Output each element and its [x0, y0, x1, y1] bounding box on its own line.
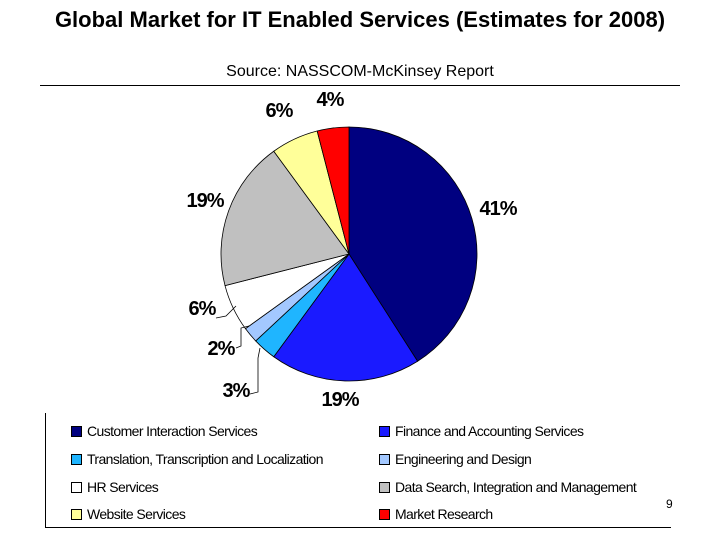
legend-label-5: Data Search, Integration and Management	[395, 479, 637, 495]
pie-slice-7	[316, 126, 350, 255]
legend-swatch-1	[379, 425, 390, 437]
pie-slice-5	[220, 150, 350, 287]
legend-label-4: HR Services	[87, 479, 159, 495]
legend-label-2: Translation, Transcription and Localizat…	[87, 451, 324, 467]
legend-swatch-0	[71, 425, 82, 437]
chart-subtitle: Source: NASSCOM-McKinsey Report	[226, 63, 494, 80]
legend-item-3: Engineering and Design	[379, 451, 532, 467]
leader-line-3	[235, 325, 250, 349]
legend-item-7: Market Research	[379, 506, 493, 522]
pie-slice-1	[273, 253, 419, 382]
legend-label-6: Website Services	[87, 506, 186, 522]
chart-legend: Customer Interaction Services Finance and…	[45, 413, 671, 528]
legend-label-3: Engineering and Design	[395, 451, 532, 467]
leader-line-2	[249, 347, 261, 395]
legend-label-0: Customer Interaction Services	[87, 423, 258, 439]
data-label-0: 41%	[479, 198, 517, 220]
legend-item-2: Translation, Transcription and Localizat…	[71, 451, 324, 467]
data-label-1: 19%	[321, 389, 359, 411]
legend-swatch-5	[379, 481, 390, 493]
legend-item-5: Data Search, Integration and Management	[379, 479, 637, 495]
pie-slice-0	[348, 126, 478, 362]
page-number: 9	[666, 497, 673, 511]
data-label-3: 2%	[208, 338, 236, 360]
legend-swatch-6	[71, 508, 82, 520]
legend-item-6: Website Services	[71, 506, 186, 522]
data-label-2: 3%	[223, 380, 251, 402]
data-label-7: 4%	[317, 89, 345, 111]
legend-item-1: Finance and Accounting Services	[379, 423, 584, 439]
legend-swatch-7	[379, 508, 390, 520]
title-divider	[40, 85, 680, 86]
legend-swatch-2	[71, 453, 82, 465]
legend-label-1: Finance and Accounting Services	[395, 423, 584, 439]
legend-label-7: Market Research	[395, 506, 493, 522]
data-label-4: 6%	[189, 298, 217, 320]
legend-swatch-3	[379, 453, 390, 465]
leader-line-4	[215, 305, 237, 319]
data-label-6: 6%	[266, 100, 294, 122]
legend-item-4: HR Services	[71, 479, 159, 495]
data-label-5: 19%	[186, 190, 224, 212]
legend-item-0: Customer Interaction Services	[71, 423, 258, 439]
legend-swatch-4	[71, 481, 82, 493]
chart-title: Global Market for IT Enabled Services (E…	[54, 7, 666, 32]
